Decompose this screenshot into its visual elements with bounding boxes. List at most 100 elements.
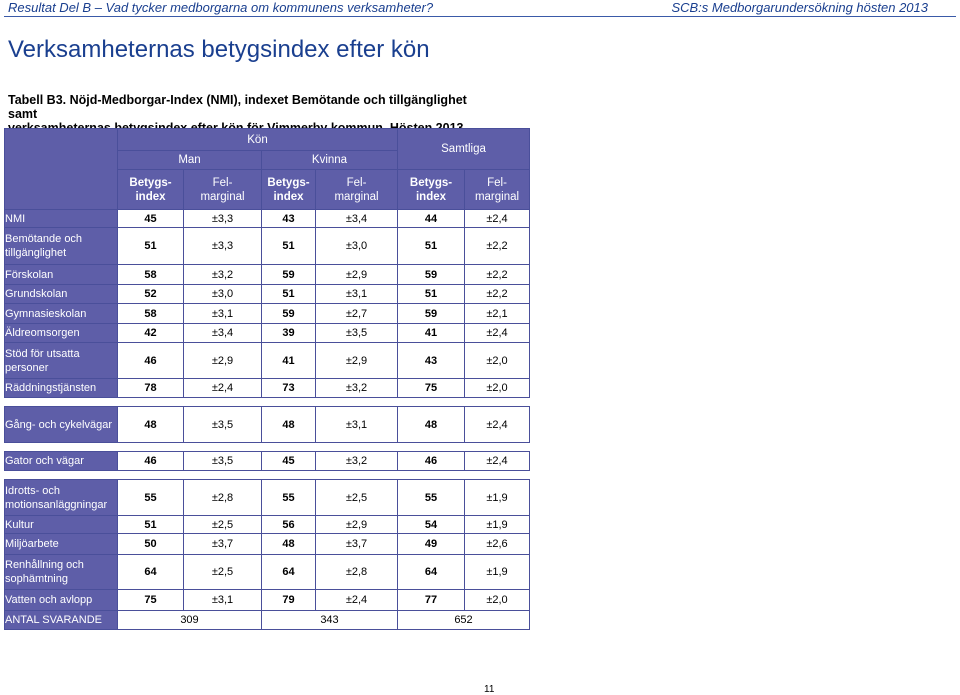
cell-samtliga-index: 54 bbox=[397, 515, 465, 534]
cell-samtliga-margin: ±2,4 bbox=[464, 209, 530, 228]
header-samtliga: Samtliga bbox=[397, 128, 530, 170]
cell-man-index: 45 bbox=[117, 209, 184, 228]
separator-cell bbox=[4, 397, 530, 407]
table-row: Gång- och cykelvägar 48 ±3,5 48 ±3,1 48 ±2,4 bbox=[4, 406, 530, 443]
cell-man-margin: ±2,5 bbox=[183, 554, 262, 590]
fel-label-2: marginal bbox=[474, 190, 520, 203]
header-group-kon: Kön bbox=[117, 128, 398, 151]
cell-kvinna-index: 41 bbox=[261, 342, 316, 379]
antal-svarande-row: ANTAL SVARANDE 309 343 652 bbox=[4, 610, 530, 630]
header-kvinna: Kvinna bbox=[261, 150, 398, 170]
cell-kvinna-margin: ±3,2 bbox=[315, 378, 398, 398]
cell-kvinna-index: 39 bbox=[261, 323, 316, 343]
cell-samtliga-index: 41 bbox=[397, 323, 465, 343]
cell-kvinna-index: 48 bbox=[261, 533, 316, 555]
row-label: Bemötande och tillgänglighet bbox=[4, 227, 118, 265]
cell-samtliga-index: 64 bbox=[397, 554, 465, 590]
cell-samtliga-margin: ±1,9 bbox=[464, 479, 530, 516]
cell-kvinna-index: 59 bbox=[261, 303, 316, 324]
row-label: Vatten och avlopp bbox=[4, 589, 118, 611]
separator-cell bbox=[4, 470, 530, 480]
table-row: Idrotts- och motionsanläggningar 55 ±2,8 55 ±… bbox=[4, 479, 530, 516]
row-label: Äldreomsorgen bbox=[4, 323, 118, 343]
cell-man-index: 52 bbox=[117, 284, 184, 304]
subheader-row: Betygs-index Fel-marginal Betygs-index Fel-… bbox=[5, 169, 530, 210]
header-corner bbox=[4, 128, 118, 210]
row-separator bbox=[4, 442, 530, 452]
cell-samtliga-margin: ±2,2 bbox=[464, 284, 530, 304]
cell-man-margin: ±3,5 bbox=[183, 451, 262, 471]
cell-samtliga-margin: ±2,4 bbox=[464, 406, 530, 443]
row-label-line-1: Miljöarbete bbox=[5, 538, 59, 550]
cell-kvinna-index: 45 bbox=[261, 451, 316, 471]
row-label: Kultur bbox=[4, 515, 118, 534]
betygs-label-2: index bbox=[273, 190, 304, 203]
row-label-line-1: Grundskolan bbox=[5, 288, 68, 300]
cell-man-index: 64 bbox=[117, 554, 184, 590]
cell-man-index: 42 bbox=[117, 323, 184, 343]
cell-kvinna-margin: ±3,0 bbox=[315, 227, 398, 265]
row-label-line-1: NMI bbox=[5, 212, 26, 225]
cell-samtliga-margin: ±1,9 bbox=[464, 554, 530, 590]
row-label: Gator och vägar bbox=[4, 451, 118, 471]
row-label: Räddningstjänsten bbox=[4, 378, 118, 398]
separator-cell bbox=[4, 442, 530, 452]
cell-man-index: 78 bbox=[117, 378, 184, 398]
cell-samtliga-index: 51 bbox=[397, 284, 465, 304]
row-label-line-1: Vatten och avlopp bbox=[5, 594, 93, 606]
cell-kvinna-margin: ±2,4 bbox=[315, 589, 398, 611]
cell-man-index: 51 bbox=[117, 227, 184, 265]
row-label: Grundskolan bbox=[4, 284, 118, 304]
table-header: Kön Samtliga Man Kvinna Betygs-index Fel-… bbox=[4, 128, 530, 210]
header-rule bbox=[4, 16, 956, 17]
header-felmarginal-samtliga: Fel-marginal bbox=[464, 169, 530, 210]
header-man: Man bbox=[117, 150, 262, 170]
cell-man-margin: ±2,5 bbox=[183, 515, 262, 534]
cell-man-index: 58 bbox=[117, 264, 184, 285]
row-label-line-1: Förskolan bbox=[5, 268, 54, 281]
cell-samtliga-margin: ±2,4 bbox=[464, 323, 530, 343]
table-row: Renhållning och sophämtning 64 ±2,5 64 ±2,8 64… bbox=[4, 554, 530, 590]
antal-label: ANTAL SVARANDE bbox=[4, 610, 118, 630]
cell-samtliga-index: 77 bbox=[397, 589, 465, 611]
cell-kvinna-margin: ±2,5 bbox=[315, 479, 398, 516]
row-label-line-1: Bemötande och bbox=[5, 233, 83, 245]
antal-samtliga: 652 bbox=[397, 610, 530, 630]
row-label-line-1: Renhållning och bbox=[5, 559, 84, 571]
table-row: Gymnasieskolan 58 ±3,1 59 ±2,7 59 ±2,1 bbox=[4, 303, 530, 324]
header-betygsindex-kvinna: Betygs-index bbox=[261, 169, 316, 210]
row-label: Stöd för utsatta personer bbox=[4, 342, 118, 379]
cell-kvinna-margin: ±3,1 bbox=[315, 406, 398, 443]
cell-man-margin: ±2,8 bbox=[183, 479, 262, 516]
cell-kvinna-margin: ±2,8 bbox=[315, 554, 398, 590]
cell-man-index: 46 bbox=[117, 342, 184, 379]
cell-man-index: 48 bbox=[117, 406, 184, 443]
row-label-line-2: sophämtning bbox=[5, 573, 68, 585]
cell-samtliga-margin: ±2,2 bbox=[464, 264, 530, 285]
row-label-line-1: Äldreomsorgen bbox=[5, 327, 80, 339]
cell-man-index: 58 bbox=[117, 303, 184, 324]
betygs-label-1: Betygs- bbox=[409, 176, 453, 189]
cell-man-index: 46 bbox=[117, 451, 184, 471]
cell-man-margin: ±3,1 bbox=[183, 589, 262, 611]
table-row: Äldreomsorgen 42 ±3,4 39 ±3,5 41 ±2,4 bbox=[4, 323, 530, 343]
antal-kvinna: 343 bbox=[261, 610, 398, 630]
table-row: Vatten och avlopp 75 ±3,1 79 ±2,4 77 ±2,0 bbox=[4, 589, 530, 611]
cell-man-margin: ±3,7 bbox=[183, 533, 262, 555]
row-label-line-1: Idrotts- och bbox=[5, 484, 61, 497]
cell-samtliga-margin: ±2,0 bbox=[464, 378, 530, 398]
row-label-line-2: motionsanläggningar bbox=[5, 498, 108, 511]
cell-kvinna-index: 79 bbox=[261, 589, 316, 611]
cell-samtliga-index: 59 bbox=[397, 264, 465, 285]
cell-man-margin: ±3,5 bbox=[183, 406, 262, 443]
antal-man: 309 bbox=[117, 610, 262, 630]
cell-kvinna-index: 55 bbox=[261, 479, 316, 516]
table-row: Bemötande och tillgänglighet 51 ±3,3 51 ±3,0 5… bbox=[4, 227, 530, 265]
row-label-line-1: Räddningstjänsten bbox=[5, 382, 97, 394]
cell-man-margin: ±3,3 bbox=[183, 227, 262, 265]
fel-label-2: marginal bbox=[200, 190, 245, 203]
header-left-text: Resultat Del B – Vad tycker medborgarna … bbox=[8, 0, 434, 15]
table-row: Gator och vägar 46 ±3,5 45 ±3,2 46 ±2,4 bbox=[4, 451, 530, 471]
cell-samtliga-margin: ±2,0 bbox=[464, 342, 530, 379]
row-label-line-1: Gator och vägar bbox=[5, 455, 84, 467]
